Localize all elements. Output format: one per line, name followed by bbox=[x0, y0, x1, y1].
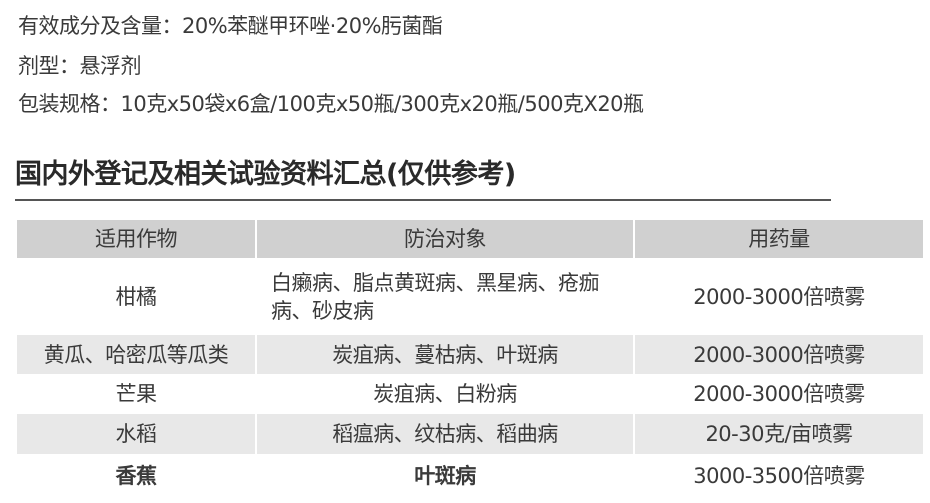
dosage-cell: 2000-3000倍喷雾 bbox=[633, 374, 923, 414]
crop-cell: 香蕉 bbox=[15, 454, 256, 497]
formulation-text: 剂型：悬浮剂 bbox=[18, 54, 142, 78]
dosage-cell: 2000-3000倍喷雾 bbox=[633, 258, 923, 335]
table-row: 柑橘 白癞病、脂点黄斑病、黑星病、疮痂病、砂皮病 2000-3000倍喷雾 bbox=[15, 258, 923, 335]
title-underline bbox=[15, 199, 831, 201]
target-cell: 炭疽病、蔓枯病、叶斑病 bbox=[255, 335, 634, 374]
crop-cell: 水稻 bbox=[15, 414, 256, 454]
section-title: 国内外登记及相关试验资料汇总(仅供参考) bbox=[15, 159, 516, 190]
registration-table: 适用作物 防治对象 用药量 柑橘 白癞病、脂点黄斑病、黑星病、疮痂病、砂皮病 2… bbox=[15, 220, 923, 497]
header-target: 防治对象 bbox=[255, 220, 634, 258]
table-row: 芒果 炭疽病、白粉病 2000-3000倍喷雾 bbox=[15, 374, 923, 414]
header-dosage: 用药量 bbox=[633, 220, 923, 258]
dosage-cell: 2000-3000倍喷雾 bbox=[633, 335, 923, 374]
table-row: 黄瓜、哈密瓜等瓜类 炭疽病、蔓枯病、叶斑病 2000-3000倍喷雾 bbox=[15, 335, 923, 374]
table-header-row: 适用作物 防治对象 用药量 bbox=[15, 220, 923, 258]
table-row: 香蕉 叶斑病 3000-3500倍喷雾 bbox=[15, 454, 923, 497]
header-crop: 适用作物 bbox=[15, 220, 256, 258]
ingredient-text: 有效成分及含量：20%苯醚甲环唑·20%肟菌酯 bbox=[18, 14, 443, 38]
target-cell: 白癞病、脂点黄斑病、黑星病、疮痂病、砂皮病 bbox=[255, 258, 634, 335]
target-cell: 稻瘟病、纹枯病、稻曲病 bbox=[255, 414, 634, 454]
target-cell: 叶斑病 bbox=[255, 454, 634, 497]
crop-cell: 柑橘 bbox=[15, 258, 256, 335]
crop-cell: 黄瓜、哈密瓜等瓜类 bbox=[15, 335, 256, 374]
target-cell: 炭疽病、白粉病 bbox=[255, 374, 634, 414]
crop-cell: 芒果 bbox=[15, 374, 256, 414]
dosage-cell: 20-30克/亩喷雾 bbox=[633, 414, 923, 454]
dosage-cell: 3000-3500倍喷雾 bbox=[633, 454, 923, 497]
table-row: 水稻 稻瘟病、纹枯病、稻曲病 20-30克/亩喷雾 bbox=[15, 414, 923, 454]
packaging-text: 包装规格：10克x50袋x6盒/100克x50瓶/300克x20瓶/500克X2… bbox=[18, 92, 644, 116]
